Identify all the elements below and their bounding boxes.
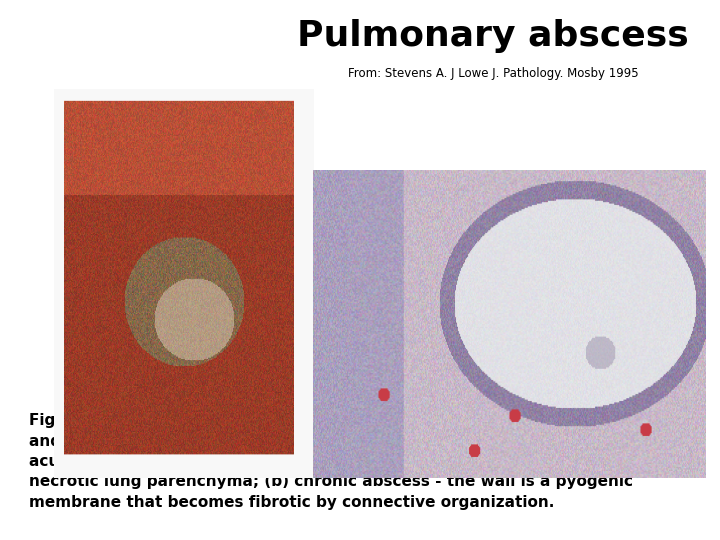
Text: Pulmonary abscess: Pulmonary abscess bbox=[297, 19, 689, 53]
Text: Fig.5.24. Pulmonary abscess: (1) the cavity: contains a suppurative material
and: Fig.5.24. Pulmonary abscess: (1) the cav… bbox=[29, 413, 687, 510]
Text: From: Stevens A. J Lowe J. Pathology. Mosby 1995: From: Stevens A. J Lowe J. Pathology. Mo… bbox=[348, 68, 639, 80]
